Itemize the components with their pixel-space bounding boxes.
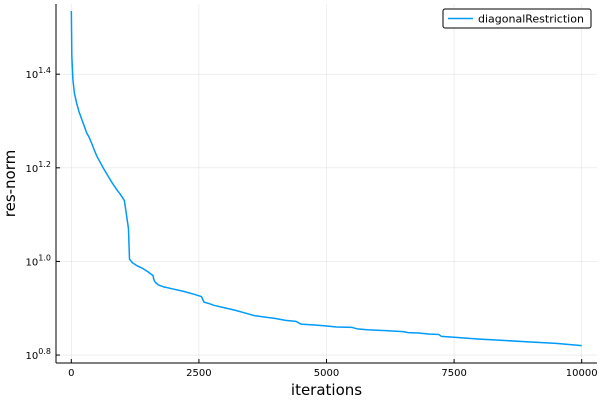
legend-label: diagonalRestriction bbox=[478, 13, 584, 26]
x-tick-label: 7500 bbox=[441, 368, 466, 379]
ticks: 0 2500 5000 7500 10000 100.8 101.0 101.2 101.4 bbox=[26, 66, 598, 379]
x-tick-label: 5000 bbox=[314, 368, 339, 379]
x-tick-label: 0 bbox=[68, 368, 74, 379]
y-tick-label: 101.4 bbox=[26, 66, 51, 81]
x-axis-title: iterations bbox=[291, 381, 362, 399]
legend-box bbox=[442, 8, 592, 29]
series-line bbox=[70, 11, 582, 347]
grid bbox=[56, 4, 597, 363]
x-tick-label: 2500 bbox=[186, 368, 211, 379]
legend: diagonalRestriction bbox=[442, 8, 592, 29]
y-tick-label: 101.2 bbox=[26, 160, 51, 175]
y-tick-label: 100.8 bbox=[26, 347, 51, 362]
y-axis-title: res-norm bbox=[1, 150, 19, 218]
x-tick-label: 10000 bbox=[566, 368, 598, 379]
series-group bbox=[70, 11, 582, 347]
y-tick-label: 101.0 bbox=[26, 253, 51, 268]
